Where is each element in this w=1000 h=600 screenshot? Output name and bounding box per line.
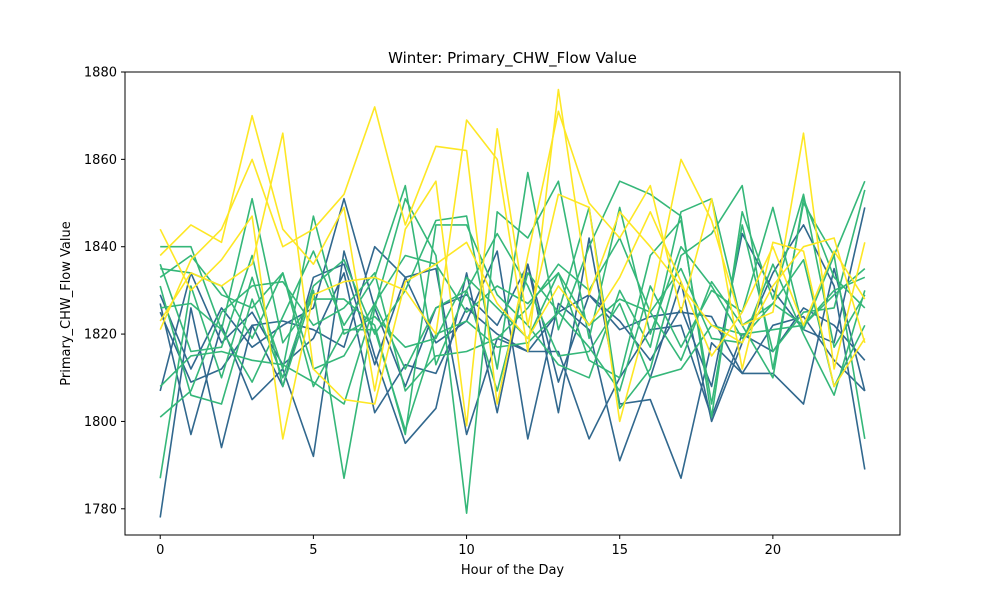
x-tick-label: 20 <box>765 543 782 558</box>
x-tick-label: 0 <box>156 543 164 558</box>
series-line-17 <box>159 88 866 440</box>
series-line-14 <box>160 180 866 432</box>
y-tick-label: 1800 <box>84 415 117 430</box>
series-line-16 <box>159 114 866 427</box>
plot-area-frame <box>124 71 901 536</box>
x-tick-label: 15 <box>611 543 628 558</box>
series-line-18 <box>159 132 866 405</box>
y-tick-label: 1880 <box>84 66 117 81</box>
x-tick-label: 5 <box>309 543 317 558</box>
series-line-12 <box>159 254 866 397</box>
y-tick-label: 1860 <box>84 153 117 168</box>
series-line-11 <box>159 189 866 479</box>
chart-title: Winter: Primary_CHW_Flow Value <box>388 49 637 68</box>
series-layer <box>159 88 866 518</box>
x-axis-label: Hour of the Day <box>461 563 565 578</box>
x-axis: 0 5 10 15 20 <box>156 535 781 558</box>
x-tick-label: 10 <box>458 543 475 558</box>
y-tick-label: 1840 <box>84 240 117 255</box>
y-tick-label: 1820 <box>84 328 117 343</box>
y-axis: 1780 1800 1820 1840 1860 1880 <box>84 66 125 517</box>
series-line-15 <box>159 106 866 405</box>
y-axis-label: Primary_CHW_Flow Value <box>59 221 74 385</box>
y-tick-label: 1780 <box>84 502 117 517</box>
series-line-2 <box>159 237 866 480</box>
